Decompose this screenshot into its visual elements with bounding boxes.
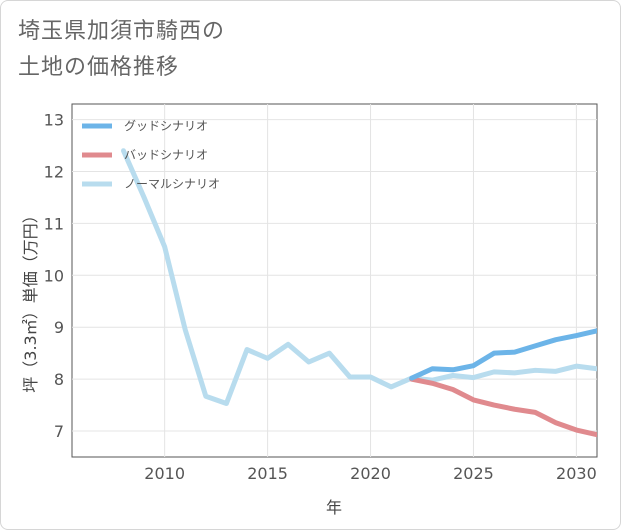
legend-label-1: グッドシナリオ bbox=[124, 119, 208, 133]
x-tick-label-2015: 2015 bbox=[247, 464, 288, 483]
series-line-2 bbox=[409, 376, 597, 438]
x-tick-label-2030: 2030 bbox=[556, 464, 597, 483]
x-tick-label-2025: 2025 bbox=[453, 464, 494, 483]
y-tick-label-9: 9 bbox=[54, 318, 64, 337]
chart-title-line-1: 埼玉県加須市騎西の bbox=[18, 19, 226, 44]
chart-title-line-2: 土地の価格推移 bbox=[18, 55, 180, 80]
legend-label-2: バッドシナリオ bbox=[124, 148, 208, 162]
y-axis-title: 坪（3.3㎡）単価（万円） bbox=[21, 207, 40, 392]
tick-labels: 7 8 9 10 11 12 13 2010 2015 2020 2025 2030 bbox=[44, 111, 597, 483]
y-tick-label-10: 10 bbox=[44, 266, 64, 285]
y-tick-label-12: 12 bbox=[44, 162, 64, 181]
x-tick-label-2020: 2020 bbox=[350, 464, 391, 483]
y-tick-label-11: 11 bbox=[44, 214, 64, 233]
x-tick-label-2010: 2010 bbox=[144, 464, 185, 483]
series-line-3 bbox=[120, 148, 597, 407]
y-tick-label-7: 7 bbox=[54, 422, 64, 441]
series-group bbox=[120, 148, 597, 438]
plot-area bbox=[71, 103, 598, 458]
legend-label-3: ノーマルシナリオ bbox=[124, 177, 220, 191]
y-tick-label-8: 8 bbox=[54, 370, 64, 389]
chart-title: 埼玉県加須市騎西の 土地の価格推移 bbox=[18, 14, 225, 86]
x-axis-title: 年 bbox=[326, 498, 342, 517]
y-tick-label-13: 13 bbox=[44, 111, 64, 130]
grid-lines bbox=[72, 104, 597, 457]
series-line-1 bbox=[409, 328, 597, 381]
